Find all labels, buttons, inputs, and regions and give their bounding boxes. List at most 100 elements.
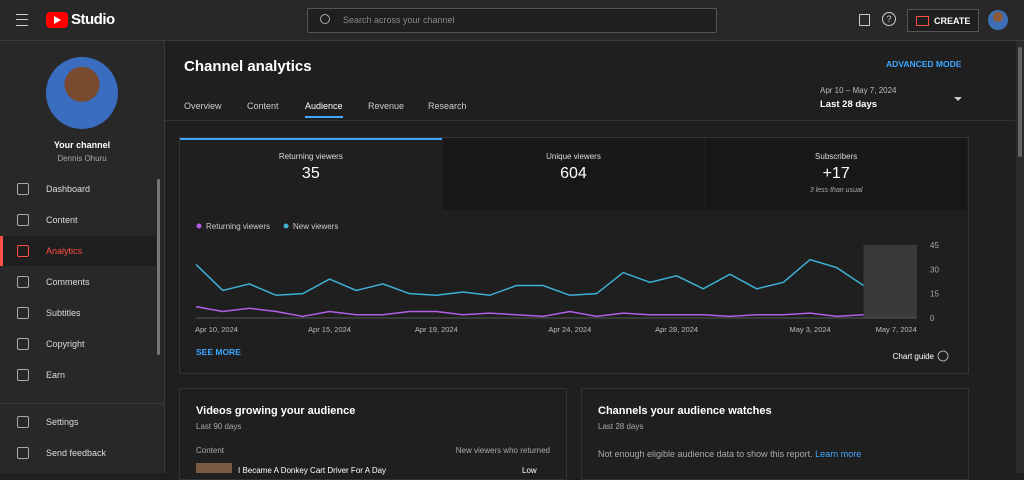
nav-item[interactable]: Comments <box>0 267 156 297</box>
metric-value: 35 <box>301 165 320 182</box>
x-tick-label: Apr 24, 2024 <box>548 325 591 334</box>
y-tick-label: 30 <box>930 265 939 274</box>
nav-icon <box>17 214 29 226</box>
period[interactable]: Last 28 days <box>820 99 878 110</box>
message: Not enough eligible audience data to sho… <box>598 449 813 459</box>
x-tick-label: Apr 15, 2024 <box>308 325 351 334</box>
y-tick-label: 45 <box>930 241 939 250</box>
nav-icon <box>17 183 29 195</box>
divider <box>0 403 164 404</box>
top-bar: Studio Search across your channel ? CREA… <box>0 0 1024 41</box>
nav-item[interactable]: Dashboard <box>0 174 156 204</box>
nav-item[interactable]: Analytics <box>0 236 156 266</box>
card-subtitle: Last 28 days <box>598 422 644 431</box>
create-icon <box>916 16 929 26</box>
legend-label: New viewers <box>293 222 338 231</box>
search-icon <box>320 14 330 24</box>
help-icon[interactable]: ? <box>882 12 896 26</box>
search-placeholder: Search across your channel <box>343 15 455 25</box>
line-series <box>195 305 864 318</box>
video-title[interactable]: I Became A Donkey Cart Driver For A Day <box>238 466 387 475</box>
nav-label: Dashboard <box>46 184 91 194</box>
nav-label: Earn <box>46 370 66 380</box>
advanced-mode[interactable]: ADVANCED MODE <box>886 59 962 69</box>
nav-label: Copyright <box>46 339 85 349</box>
column-header: Content <box>196 446 225 455</box>
card-subtitle: Last 90 days <box>196 422 242 431</box>
date-range: Apr 10 – May 7, 2024 <box>820 86 897 95</box>
tab[interactable]: Audience <box>305 101 343 118</box>
chart-guide[interactable]: Chart guide <box>893 352 935 361</box>
metric-label: Returning viewers <box>278 152 343 161</box>
metric-label: Subscribers <box>815 152 858 161</box>
avatar[interactable] <box>988 10 1008 30</box>
nav-label: Subtitles <box>46 308 81 318</box>
divider <box>165 120 1015 121</box>
card-title: Videos growing your audience <box>196 405 356 417</box>
nav-item[interactable]: Subtitles <box>0 298 156 328</box>
card-message: Not enough eligible audience data to sho… <box>598 449 861 459</box>
nav-label: Settings <box>46 417 79 427</box>
scrollbar <box>157 179 160 355</box>
see-more[interactable]: SEE MORE <box>196 347 241 357</box>
nav-icon <box>17 307 29 319</box>
metric-tab[interactable]: Returning viewers 35 <box>180 138 442 212</box>
metric-note: 3 less than usual <box>809 187 863 194</box>
help-icon <box>937 350 949 362</box>
channel-avatar[interactable] <box>46 57 118 129</box>
line-series <box>195 258 864 297</box>
metric-tab[interactable]: Unique viewers 604 <box>442 138 705 210</box>
create-button[interactable]: CREATE <box>907 9 979 32</box>
learn-more[interactable]: Learn more <box>815 449 862 459</box>
nav-label: Analytics <box>46 246 83 256</box>
y-tick-label: 15 <box>930 290 939 299</box>
nav-icon <box>17 245 29 257</box>
create-label: CREATE <box>934 16 971 26</box>
nav-label: Comments <box>46 277 90 287</box>
sidebar: Your channel Dennis Ohuru Dashboard Conte… <box>0 41 165 473</box>
legend-dot <box>196 223 202 229</box>
x-tick-label: Apr 10, 2024 <box>195 325 238 334</box>
page-scrollbar <box>1016 41 1024 473</box>
logo[interactable]: Studio <box>71 11 115 28</box>
menu-button[interactable] <box>16 14 28 26</box>
metric-value: +17 <box>822 165 850 182</box>
metric-label: Unique viewers <box>546 152 601 161</box>
chart: 0 15 30 45 Apr 10, 2024 Apr 15, 2024 Apr 19, 2… <box>195 222 949 362</box>
x-tick-label: Apr 28, 2024 <box>655 325 698 334</box>
tab[interactable]: Content <box>247 101 279 111</box>
nav-icon <box>17 276 29 288</box>
analytics-card: Returning viewers 35 Unique viewers 604 Subs… <box>179 137 969 374</box>
tab[interactable]: Research <box>428 101 467 111</box>
nav-item[interactable]: Settings <box>0 407 156 437</box>
x-tick-label: Apr 19, 2024 <box>415 325 458 334</box>
nav-label: Content <box>46 215 78 225</box>
y-tick-label: 0 <box>930 314 935 323</box>
thumbnail[interactable] <box>196 463 232 473</box>
search-box[interactable]: Search across your channel <box>307 8 717 33</box>
incomplete-region <box>863 245 917 318</box>
x-tick-label: May 3, 2024 <box>789 325 830 334</box>
nav-icon <box>17 416 29 428</box>
card-title: Channels your audience watches <box>598 405 772 417</box>
nav-label: Send feedback <box>46 448 107 458</box>
feedback-icon[interactable] <box>859 14 870 26</box>
nav-item[interactable]: Earn <box>0 360 156 390</box>
nav-icon <box>17 338 29 350</box>
page-title: Channel analytics <box>184 58 312 75</box>
column-header: New viewers who returned <box>455 446 550 455</box>
nav-item[interactable]: Content <box>0 205 156 235</box>
tab[interactable]: Revenue <box>368 101 405 111</box>
channels-card: Channels your audience watches Last 28 d… <box>581 388 969 480</box>
nav-item[interactable]: Send feedback <box>0 438 156 468</box>
channel-title: Your channel <box>53 140 111 150</box>
nav-item[interactable]: Copyright <box>0 329 156 359</box>
video-value: Low <box>522 466 537 475</box>
legend-dot <box>283 223 289 229</box>
tab[interactable]: Overview <box>184 101 222 111</box>
dropdown-arrow[interactable] <box>954 97 962 101</box>
nav-icon <box>17 447 29 459</box>
x-tick-label: May 7, 2024 <box>876 325 917 334</box>
metric-tab[interactable]: Subscribers +17 3 less than usual <box>705 138 967 210</box>
legend-label: Returning viewers <box>206 222 270 231</box>
